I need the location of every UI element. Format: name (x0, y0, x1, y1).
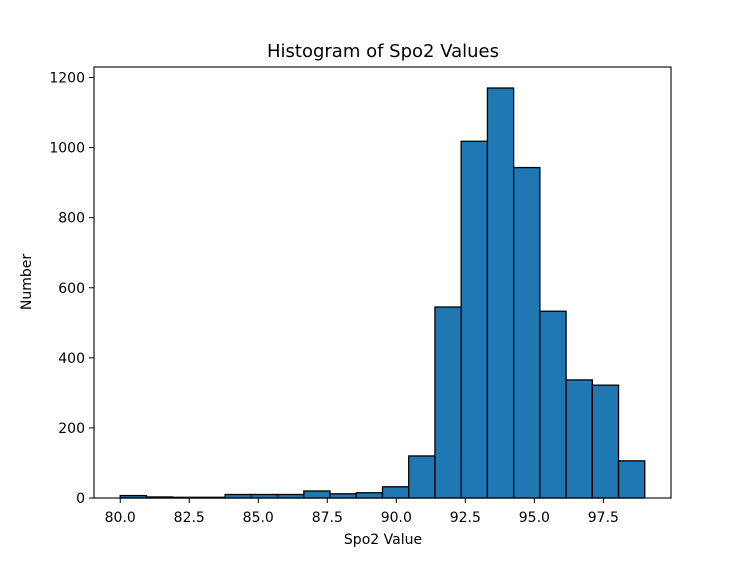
histogram-bar (434, 306, 462, 499)
plot-frame (93, 66, 672, 499)
histogram-bar (539, 310, 567, 499)
x-tick-label: 92.5 (450, 510, 481, 526)
axes-layer: 80.0 82.5 85.0 87.5 90.0 92.5 95.0 97.5 0 200 400 6… (49, 66, 672, 526)
y-tick-label: 600 (58, 281, 85, 297)
x-axis-label: Spo2 Value (344, 532, 422, 548)
x-tick-label: 97.5 (588, 510, 619, 526)
y-tick-label: 1200 (49, 71, 85, 87)
y-tick-label: 200 (58, 421, 85, 437)
x-tick-label: 95.0 (519, 510, 550, 526)
y-axis-label: Number (19, 254, 35, 310)
x-tick-label: 85.0 (243, 510, 274, 526)
histogram-bar (303, 490, 331, 499)
x-tick-label: 82.5 (174, 510, 205, 526)
bars-layer (119, 87, 646, 499)
histogram-bar (565, 379, 593, 499)
chart-title: Histogram of Spo2 Values (267, 41, 499, 62)
histogram-bar (512, 166, 541, 499)
x-tick-label: 87.5 (312, 510, 343, 526)
histogram-bar (591, 384, 620, 499)
histogram-bar (329, 493, 357, 499)
histogram-bar (486, 87, 515, 499)
y-tick-label: 800 (58, 211, 85, 227)
x-tick-label: 80.0 (105, 510, 136, 526)
y-tick-label: 0 (76, 491, 85, 507)
histogram-bar (381, 486, 410, 499)
histogram-bar (408, 455, 436, 499)
histogram-bar (460, 140, 489, 499)
x-tick-label: 90.0 (381, 510, 412, 526)
histogram-bar (355, 492, 384, 499)
y-tick-label: 400 (58, 351, 85, 367)
histogram-bar (617, 460, 646, 499)
y-tick-label: 1000 (49, 141, 85, 157)
